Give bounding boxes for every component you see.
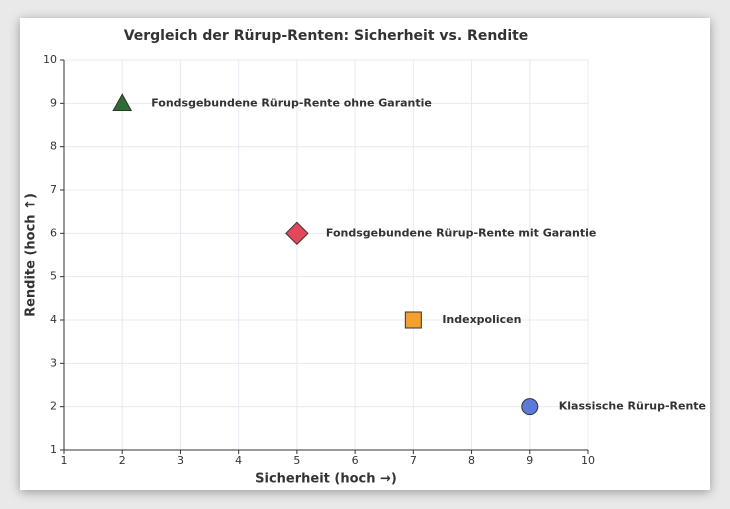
y-tick-label: 3	[50, 356, 57, 369]
x-axis-label: Sicherheit (hoch →)	[255, 472, 397, 487]
x-tick-label: 8	[468, 454, 475, 467]
point-label: Fondsgebundene Rürup-Rente ohne Garantie	[151, 96, 432, 109]
y-tick-label: 10	[43, 53, 57, 66]
y-tick-label: 6	[50, 226, 57, 239]
y-tick-label: 8	[50, 140, 57, 153]
x-tick-label: 1	[61, 454, 68, 467]
y-axis-label: Rendite (hoch ↑)	[24, 193, 39, 317]
x-tick-label: 4	[235, 454, 242, 467]
y-tick-label: 1	[50, 443, 57, 456]
point-label: Indexpolicen	[442, 313, 521, 326]
x-tick-label: 7	[410, 454, 417, 467]
y-tick-label: 9	[50, 96, 57, 109]
x-tick-label: 2	[119, 454, 126, 467]
marker-square	[404, 311, 422, 329]
x-tick-label: 3	[177, 454, 184, 467]
x-tick-label: 10	[581, 454, 595, 467]
marker-circle	[521, 398, 539, 416]
y-tick-label: 5	[50, 270, 57, 283]
marker-triangle	[112, 93, 133, 112]
point-label: Klassische Rürup-Rente	[559, 400, 706, 413]
marker-diamond	[285, 221, 309, 246]
x-tick-label: 6	[352, 454, 359, 467]
x-tick-label: 5	[293, 454, 300, 467]
point-label: Fondsgebundene Rürup-Rente mit Garantie	[326, 226, 596, 239]
y-tick-label: 2	[50, 400, 57, 413]
chart-card	[20, 18, 710, 490]
chart-title: Vergleich der Rürup-Renten: Sicherheit v…	[124, 28, 529, 44]
y-tick-label: 7	[50, 183, 57, 196]
y-tick-label: 4	[50, 313, 57, 326]
x-tick-label: 9	[526, 454, 533, 467]
